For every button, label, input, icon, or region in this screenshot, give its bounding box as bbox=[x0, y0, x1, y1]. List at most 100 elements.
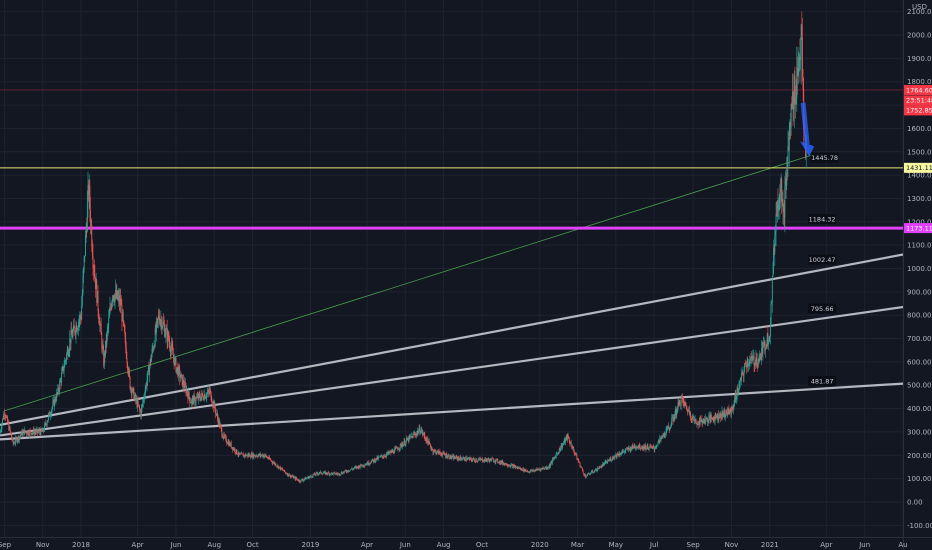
candle-body bbox=[289, 474, 291, 477]
candle-body bbox=[130, 387, 132, 394]
candle-body bbox=[647, 445, 649, 449]
candle-body bbox=[280, 467, 282, 470]
candle-body bbox=[714, 416, 715, 421]
candle-body bbox=[132, 388, 134, 389]
candle-body bbox=[216, 413, 218, 418]
candle-body bbox=[340, 472, 342, 475]
candle-body bbox=[79, 315, 81, 320]
candle-body bbox=[225, 437, 227, 442]
candle-body bbox=[527, 471, 529, 472]
candle-body bbox=[341, 472, 343, 474]
y-tick-label: 0.00 bbox=[907, 498, 923, 506]
candle-body bbox=[365, 464, 367, 466]
candle-body bbox=[617, 455, 619, 456]
y-tick-label: 100.00 bbox=[907, 475, 932, 483]
candle-body bbox=[801, 24, 803, 38]
candle-body bbox=[553, 457, 555, 460]
candle-body bbox=[396, 447, 398, 449]
candle-body bbox=[392, 450, 394, 453]
candle-body bbox=[550, 463, 551, 467]
candle-body bbox=[556, 453, 558, 455]
candle-body bbox=[345, 470, 347, 471]
candle-body bbox=[64, 361, 66, 368]
candle-body bbox=[270, 459, 272, 461]
candle-body bbox=[498, 462, 500, 464]
candle-body bbox=[9, 427, 11, 432]
candle-body bbox=[246, 454, 248, 456]
candle-body bbox=[412, 434, 414, 439]
candle-body bbox=[405, 440, 407, 445]
candle-body bbox=[420, 430, 422, 433]
price-axis[interactable]: USD -100.00 0.00 100.00 200.00 300.00 400.00 5… bbox=[907, 3, 932, 530]
candle-body bbox=[83, 267, 85, 278]
candle-body bbox=[219, 424, 221, 426]
candle-body bbox=[650, 446, 652, 448]
candle-body bbox=[577, 458, 579, 461]
candle-body bbox=[594, 470, 596, 471]
candle-body bbox=[276, 466, 278, 467]
candle-body bbox=[529, 471, 531, 473]
candle-body bbox=[707, 420, 709, 423]
candle-body bbox=[384, 455, 386, 457]
candle-body bbox=[339, 474, 341, 476]
candle-body bbox=[50, 414, 52, 416]
candle-body bbox=[290, 476, 292, 477]
candle-body bbox=[672, 417, 674, 421]
y-tick-label: 1300.00 bbox=[907, 195, 932, 203]
candle-body bbox=[627, 447, 629, 451]
candle-body bbox=[609, 459, 610, 461]
candle-body bbox=[759, 353, 761, 359]
candle-body bbox=[71, 329, 73, 335]
time-axis[interactable]: Sep Nov 2018 Apr Jun Aug Oct 2019 Apr Jun Aug Oct 20… bbox=[0, 541, 908, 549]
candle-body bbox=[113, 295, 115, 300]
candle-body bbox=[120, 298, 122, 306]
candle-body bbox=[116, 290, 118, 298]
candle-body bbox=[145, 384, 147, 387]
candle-body bbox=[626, 448, 628, 449]
candle-body bbox=[15, 438, 17, 443]
candle-body bbox=[360, 464, 362, 467]
candle-body bbox=[68, 353, 69, 357]
candle-body bbox=[203, 394, 205, 400]
candle-body bbox=[576, 454, 578, 460]
candle-body bbox=[374, 460, 376, 462]
candle-body bbox=[640, 447, 642, 449]
candle-body bbox=[43, 430, 45, 431]
candle-body bbox=[726, 413, 728, 414]
candle-body bbox=[694, 419, 696, 421]
y-tick-label: 2100.00 bbox=[907, 8, 932, 16]
candle-body bbox=[269, 457, 271, 460]
candle-body bbox=[659, 437, 661, 441]
candle-body bbox=[211, 400, 213, 403]
x-tick-label: Sep bbox=[0, 541, 12, 549]
candle-body bbox=[159, 320, 161, 324]
candle-body bbox=[800, 59, 802, 60]
candle-body bbox=[692, 417, 693, 420]
candle-body bbox=[531, 470, 533, 472]
candle-body bbox=[133, 388, 135, 400]
candle-body bbox=[375, 458, 377, 461]
candle-body bbox=[484, 459, 486, 462]
candle-body bbox=[631, 448, 632, 451]
candle-body bbox=[355, 466, 357, 468]
candle-body bbox=[563, 442, 565, 444]
candle-body bbox=[661, 435, 663, 438]
candle-body bbox=[573, 447, 575, 452]
candle-body bbox=[512, 465, 514, 468]
candle-body bbox=[243, 454, 245, 457]
candle-body bbox=[553, 457, 555, 459]
candle-body bbox=[536, 468, 538, 471]
candle-body bbox=[795, 103, 796, 104]
candle-body bbox=[71, 334, 73, 338]
candle-body bbox=[783, 204, 785, 218]
candle-body bbox=[580, 466, 582, 468]
candle-body bbox=[683, 400, 685, 406]
candle-body bbox=[242, 454, 244, 457]
candle-body bbox=[193, 395, 195, 397]
candle-body bbox=[472, 459, 474, 461]
candle-body bbox=[727, 408, 729, 410]
candle-body bbox=[206, 393, 208, 398]
candle-body bbox=[693, 416, 695, 421]
candle-body bbox=[386, 454, 387, 457]
